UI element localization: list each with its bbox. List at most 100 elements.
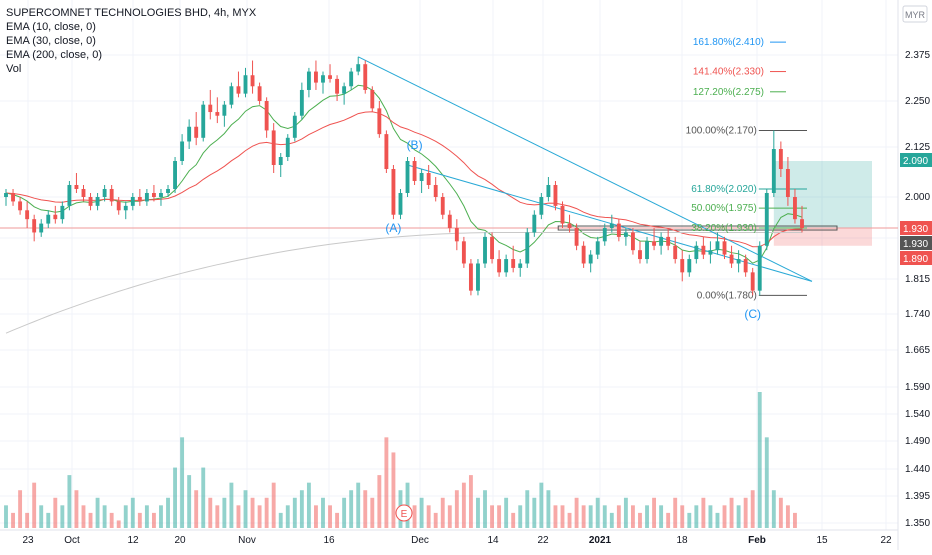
volume-bar-37 <box>264 497 269 528</box>
candle-body-104 <box>736 259 741 264</box>
x-tick-7: 14 <box>487 535 499 546</box>
candle-body-77 <box>546 185 551 197</box>
position-stop-zone <box>773 228 872 246</box>
support-rectangle <box>557 225 838 231</box>
volume-bar-0 <box>4 505 8 528</box>
volume-bar-9 <box>67 475 72 528</box>
candle-body-97 <box>687 259 692 273</box>
candle-body-112 <box>793 197 797 220</box>
chart-legend: SUPERCOMNET TECHNOLOGIES BHD, 4h, MYX EM… <box>6 6 256 76</box>
candle-body-81 <box>574 228 579 246</box>
earnings-marker-label: E <box>401 509 408 520</box>
candle-body-8 <box>60 205 65 220</box>
price-badge-1 <box>900 221 932 235</box>
candle-body-9 <box>67 185 72 206</box>
volume-bar-5 <box>39 505 44 528</box>
currency-label: MYR <box>905 10 926 20</box>
candle-body-63 <box>447 214 452 229</box>
volume-bar-103 <box>729 497 734 528</box>
candle-body-72 <box>511 259 516 268</box>
candle-body-57 <box>405 161 410 193</box>
volume-bar-99 <box>701 497 706 528</box>
y-tick-0: 2.375 <box>905 50 930 61</box>
candle-body-91 <box>645 241 649 260</box>
candle-body-37 <box>264 101 269 131</box>
volume-bar-44 <box>314 505 318 528</box>
candle-body-111 <box>785 169 790 197</box>
fib-label-2: 127.20%(2.275) <box>693 87 764 98</box>
x-tick-6: Dec <box>411 535 429 546</box>
volume-bar-33 <box>236 505 241 528</box>
volume-bar-82 <box>581 505 586 528</box>
candle-body-113 <box>800 219 804 229</box>
candle-body-87 <box>616 223 621 237</box>
volume-bar-54 <box>384 437 389 528</box>
volume-bar-112 <box>793 512 797 528</box>
candle-body-95 <box>673 245 678 260</box>
volume-bar-90 <box>638 512 642 528</box>
candle-body-52 <box>370 89 375 109</box>
volume-bar-81 <box>574 497 579 528</box>
volume-bar-41 <box>292 497 297 528</box>
volume-bar-89 <box>631 505 635 528</box>
candle-body-13 <box>95 197 100 206</box>
volume-bar-106 <box>750 490 755 528</box>
price-badge-3 <box>900 251 932 265</box>
candle-body-2 <box>18 201 23 211</box>
volume-bar-14 <box>102 505 107 528</box>
trendline-upper <box>357 56 813 282</box>
candle-body-10 <box>74 185 79 189</box>
volume-bar-80 <box>567 512 572 528</box>
candle-body-89 <box>631 232 635 251</box>
candle-body-30 <box>215 112 220 116</box>
legend-ema-30: EMA (30, close, 0) <box>6 35 96 47</box>
y-tick-4: 1.815 <box>905 274 930 285</box>
candle-body-98 <box>694 245 699 260</box>
candle-body-83 <box>588 254 593 264</box>
candle-body-79 <box>560 205 565 224</box>
y-tick-2: 2.125 <box>905 142 930 153</box>
volume-bar-86 <box>609 512 614 528</box>
candle-body-22 <box>159 193 163 197</box>
x-tick-5: 16 <box>323 535 335 546</box>
candle-body-4 <box>32 219 37 233</box>
candle-body-92 <box>652 241 657 246</box>
volume-bar-12 <box>88 512 93 528</box>
candle-body-31 <box>222 104 227 116</box>
volume-bar-111 <box>785 505 790 528</box>
candle-body-56 <box>398 193 403 215</box>
candle-body-26 <box>187 126 192 142</box>
volume-bar-63 <box>447 505 452 528</box>
volume-bar-23 <box>166 497 170 528</box>
candle-body-69 <box>490 236 494 260</box>
volume-bar-58 <box>412 505 417 528</box>
volume-bar-84 <box>595 497 600 528</box>
volume-bar-73 <box>518 505 523 528</box>
volume-bar-98 <box>694 505 699 528</box>
price-badge-label-2: 1.930 <box>903 239 928 250</box>
volume-bar-43 <box>306 482 311 528</box>
candle-body-76 <box>539 197 544 215</box>
candle-body-65 <box>461 241 466 264</box>
y-tick-10: 1.440 <box>905 464 930 475</box>
volume-bar-91 <box>645 505 649 528</box>
volume-bar-92 <box>652 497 657 528</box>
volume-bar-107 <box>757 392 762 528</box>
candle-body-74 <box>525 232 530 264</box>
candle-body-23 <box>166 189 170 193</box>
candle-body-73 <box>518 263 523 268</box>
volume-bar-29 <box>208 497 213 528</box>
volume-bar-70 <box>497 505 502 528</box>
volume-bar-76 <box>539 482 544 528</box>
position-target-zone <box>773 161 872 229</box>
candle-body-48 <box>342 86 347 94</box>
y-tick-7: 1.590 <box>905 382 930 393</box>
fib-label-3: 100.00%(2.170) <box>686 125 757 136</box>
legend-ema-200: EMA (200, close, 0) <box>6 49 102 61</box>
candle-body-82 <box>581 245 586 264</box>
candle-body-25 <box>180 141 185 161</box>
volume-bar-48 <box>342 497 347 528</box>
candle-body-27 <box>194 126 199 138</box>
